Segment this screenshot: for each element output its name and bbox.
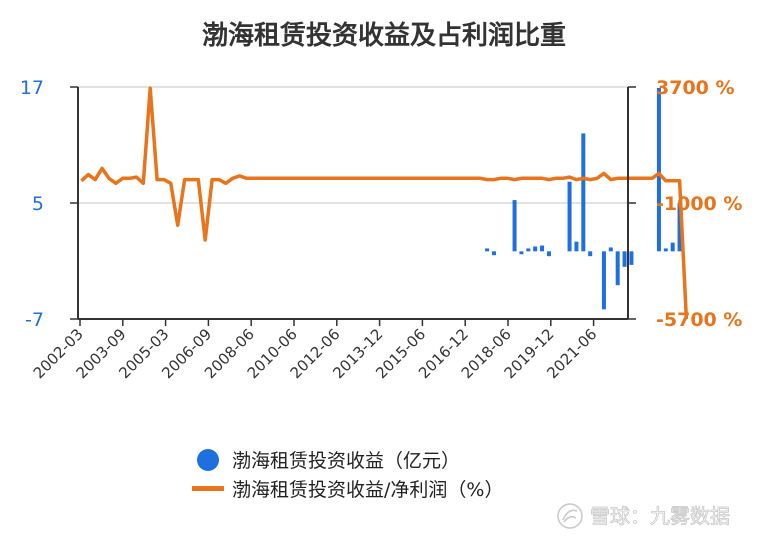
bar [485,248,490,252]
legend-line-marker [192,486,224,491]
bar [567,181,572,252]
left-tick-label: 5 [32,193,44,215]
watermark-text: 雪球：九雾数据 [590,504,730,528]
bar [574,241,579,252]
bar [677,203,682,252]
left-axis-ticks: 17 5 -7 [20,77,44,331]
chart-title: 渤海租赁投资收益及占利润比重 [202,20,566,51]
bar [670,242,675,252]
bar [656,87,661,252]
bar [540,245,545,252]
bar [512,200,517,252]
right-axis-ticks: 3700 % -1000 % -5700 % [656,77,742,331]
bar [581,133,586,252]
bar [526,248,531,252]
bar [629,251,634,265]
bar [615,251,620,286]
bar [588,251,593,257]
bar [601,251,606,310]
bar [519,251,524,255]
bar [491,251,496,256]
snowball-logo-icon [557,503,583,529]
left-tick-label: -7 [25,309,44,331]
bar [546,251,551,257]
bar [622,251,627,267]
bar [663,248,668,252]
axes [70,86,636,326]
x-axis-ticks: 2002-032003-092005-032006-092008-062010-… [30,325,601,382]
bar-series [485,87,682,310]
bar [608,247,613,252]
line-path [80,86,689,320]
watermark: 雪球：九雾数据 [557,503,730,529]
legend-line-label: 渤海租赁投资收益/净利润（%） [232,479,503,501]
left-tick-label: 17 [20,77,44,99]
legend: 渤海租赁投资收益（亿元） 渤海租赁投资收益/净利润（%） [192,449,503,501]
line-series [80,86,689,320]
right-tick-label: -1000 % [656,193,742,215]
legend-bar-marker [197,449,219,471]
bar [533,246,538,252]
right-tick-label: -5700 % [656,309,742,331]
grid [78,86,628,320]
right-tick-label: 3700 % [656,77,735,99]
legend-bar-label: 渤海租赁投资收益（亿元） [232,450,460,472]
